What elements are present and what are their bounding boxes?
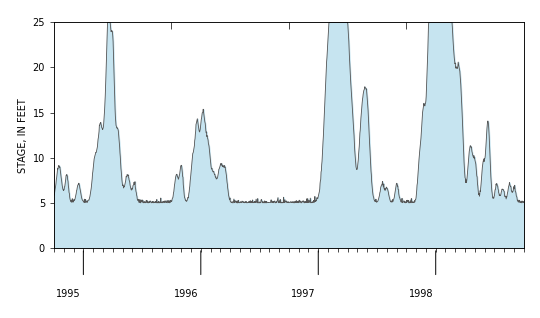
Text: 1998: 1998 <box>409 289 433 299</box>
Y-axis label: STAGE, IN FEET: STAGE, IN FEET <box>18 98 28 173</box>
Text: 1996: 1996 <box>174 289 198 299</box>
Text: 1995: 1995 <box>56 289 81 299</box>
Text: 1997: 1997 <box>291 289 316 299</box>
